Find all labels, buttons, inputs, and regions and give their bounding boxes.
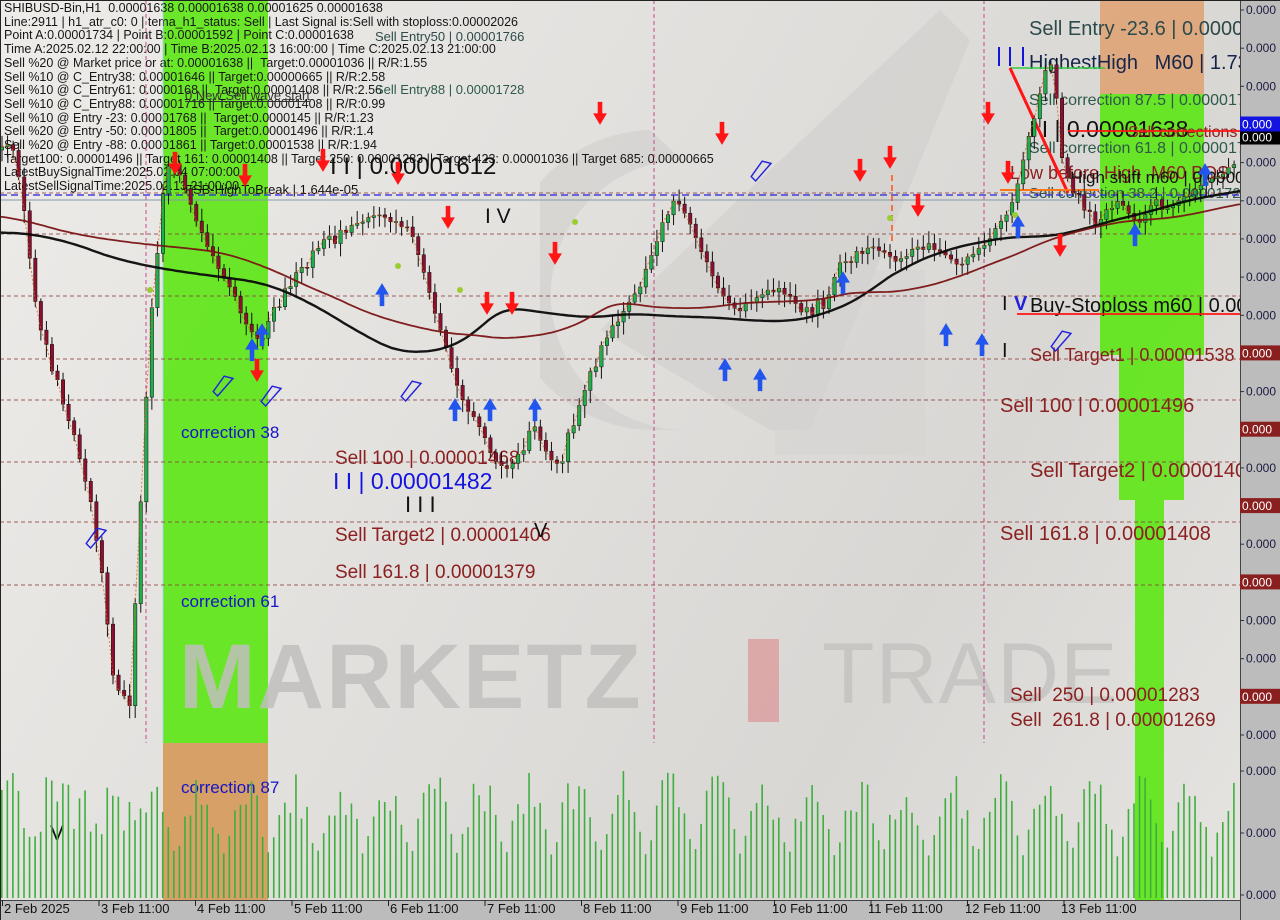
svg-text:0.000: 0.000 bbox=[1246, 232, 1276, 246]
svg-text:0.000: 0.000 bbox=[1246, 156, 1276, 170]
svg-text:0.000: 0.000 bbox=[1242, 423, 1272, 437]
svg-text:0.000: 0.000 bbox=[1246, 652, 1276, 666]
svg-text:0.000: 0.000 bbox=[1242, 118, 1272, 132]
svg-text:0.000: 0.000 bbox=[1246, 888, 1276, 902]
svg-text:0.000: 0.000 bbox=[1246, 41, 1276, 55]
svg-text:0.000: 0.000 bbox=[1246, 79, 1276, 93]
svg-text:0.000: 0.000 bbox=[1246, 537, 1276, 551]
svg-text:0.000: 0.000 bbox=[1242, 131, 1272, 145]
svg-text:0.000: 0.000 bbox=[1246, 194, 1276, 208]
svg-text:0.000: 0.000 bbox=[1246, 3, 1276, 17]
svg-text:0.000: 0.000 bbox=[1246, 308, 1276, 322]
svg-text:0.000: 0.000 bbox=[1242, 499, 1272, 513]
svg-text:0.000: 0.000 bbox=[1246, 270, 1276, 284]
svg-text:0.000: 0.000 bbox=[1242, 575, 1272, 589]
svg-text:0.000: 0.000 bbox=[1246, 826, 1276, 840]
svg-text:0.000: 0.000 bbox=[1246, 728, 1276, 742]
svg-text:0.000: 0.000 bbox=[1242, 346, 1272, 360]
svg-text:0.000: 0.000 bbox=[1246, 385, 1276, 399]
svg-text:0.000: 0.000 bbox=[1246, 614, 1276, 628]
svg-text:0.000: 0.000 bbox=[1246, 461, 1276, 475]
svg-text:0.000: 0.000 bbox=[1246, 764, 1276, 778]
svg-text:0.000: 0.000 bbox=[1242, 690, 1272, 704]
